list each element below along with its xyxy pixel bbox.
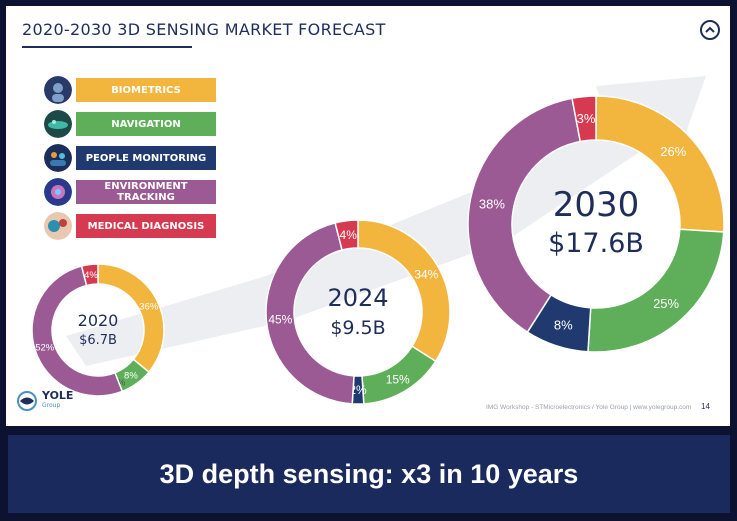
center-value: $9.5B <box>330 317 385 339</box>
slice-biometrics <box>595 95 725 233</box>
slice-label: 52% <box>35 343 55 354</box>
legend-item-people-monitoring: PEOPLE MONITORING <box>44 144 216 172</box>
center-value: $6.7B <box>79 333 117 348</box>
center-value: $17.6B <box>548 228 644 259</box>
legend-item-environment-tracking: ENVIRONMENT TRACKING <box>44 178 216 206</box>
legend-item-biometrics: BIOMETRICS <box>44 76 216 104</box>
growth-arrow <box>66 76 706 366</box>
yole-logo-icon <box>17 391 37 411</box>
slice-label: 15% <box>386 372 410 386</box>
environment-icon <box>44 178 72 206</box>
donut-chart-2020: 36%8%0%52%4%2020$6.7B <box>31 263 165 397</box>
legend-label: MEDICAL DIAGNOSIS <box>76 214 216 238</box>
headline-banner: 3D depth sensing: x3 in 10 years <box>8 435 730 513</box>
chevron-up-icon <box>705 26 715 33</box>
slice-label: 25% <box>653 296 679 311</box>
navigation-icon <box>44 110 72 138</box>
slide: 2020-2030 3D SENSING MARKET FORECAST 36%… <box>6 6 730 426</box>
slice-label: 4% <box>340 228 358 242</box>
legend-label: PEOPLE MONITORING <box>76 146 216 170</box>
slice-label: 26% <box>660 144 686 159</box>
legend-label: NAVIGATION <box>76 112 216 136</box>
slice-label: 38% <box>479 197 505 212</box>
title-underline <box>22 46 192 48</box>
fingerprint-icon <box>44 76 72 104</box>
logo-name: YOLE <box>42 389 74 402</box>
page-number: 14 <box>701 402 710 411</box>
slice-label: 36% <box>139 301 159 312</box>
donut-chart-2024: 34%15%2%45%4%2024$9.5B <box>265 219 451 405</box>
legend-item-medical-diagnosis: MEDICAL DIAGNOSIS <box>44 212 216 240</box>
people-icon <box>44 144 72 172</box>
market-forecast-chart: 36%8%0%52%4%2020$6.7B34%15%2%45%4%2024$9… <box>31 76 725 405</box>
slice-label: 8% <box>554 317 573 332</box>
slice-environment-tracking <box>265 221 355 405</box>
slice-label: 8% <box>124 371 138 382</box>
collapse-button[interactable] <box>700 20 720 40</box>
slice-label: 34% <box>414 268 438 282</box>
slide-title: 2020-2030 3D SENSING MARKET FORECAST <box>22 20 386 39</box>
headline-text: 3D depth sensing: x3 in 10 years <box>159 458 579 489</box>
legend-label: BIOMETRICS <box>76 78 216 102</box>
center-year: 2024 <box>327 284 388 312</box>
slice-environment-tracking <box>467 97 582 334</box>
footer-text: IMG Workshop - STMicroelectronics / Yole… <box>485 404 692 411</box>
slice-medical-diagnosis <box>571 95 597 143</box>
center-year: 2020 <box>78 311 119 330</box>
yole-logo: YOLE Group <box>16 390 73 412</box>
slice-medical-diagnosis <box>80 263 99 287</box>
slide-footer: IMG Workshop - STMicroelectronics / Yole… <box>486 402 710 411</box>
slice-medical-diagnosis <box>334 219 359 251</box>
logo-text: YOLE Group <box>42 389 74 411</box>
slice-label: 45% <box>268 313 292 327</box>
slice-label: 3% <box>577 111 596 126</box>
chart-legend: BIOMETRICS NAVIGATION PEOPLE MONITORING … <box>44 76 216 246</box>
slice-environment-tracking <box>31 265 124 397</box>
center-year: 2030 <box>553 185 640 225</box>
medical-icon <box>44 212 72 240</box>
donut-chart-2030: 26% 25% 8% 38% 3% 2030$17.6B <box>467 95 725 353</box>
logo-sub: Group <box>42 402 61 409</box>
legend-label: ENVIRONMENT TRACKING <box>76 180 216 204</box>
legend-item-navigation: NAVIGATION <box>44 110 216 138</box>
slice-label: 4% <box>84 270 98 281</box>
